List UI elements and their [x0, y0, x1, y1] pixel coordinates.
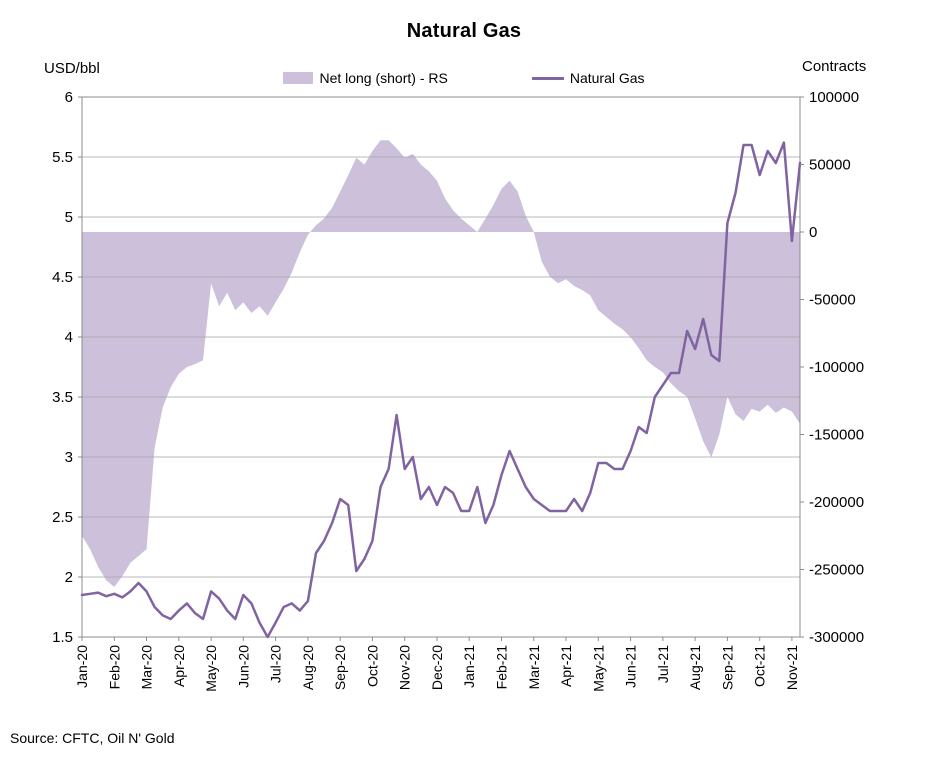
x-axis-tick-label: Sep-21: [719, 645, 735, 690]
legend-label-natural-gas: Natural Gas: [569, 70, 645, 86]
area-swatch-icon: [283, 72, 314, 84]
x-axis-tick-label: Oct-21: [752, 645, 768, 687]
legend-label-net-long: Net long (short) - RS: [319, 70, 448, 86]
left-axis-tick-label: 1.5: [52, 629, 73, 646]
x-axis-tick-label: Aug-21: [687, 645, 703, 690]
right-axis-tick-label: 100000: [809, 89, 859, 106]
x-axis-tick-label: Apr-20: [171, 645, 187, 687]
right-axis-unit-label: Contracts: [802, 58, 867, 75]
right-axis-tick-label: -100000: [809, 359, 864, 376]
left-axis-tick-label: 6: [65, 89, 73, 106]
x-axis-tick-label: Oct-20: [364, 645, 380, 687]
chart-title: Natural Gas: [406, 20, 522, 42]
x-axis-tick-label: Mar-21: [526, 645, 542, 690]
x-axis-tick-label: Jul-21: [655, 645, 671, 683]
x-axis-tick-label: Apr-21: [558, 645, 574, 687]
left-axis-tick-label: 4.5: [52, 269, 73, 286]
left-axis-tick-label: 5: [65, 209, 73, 226]
x-axis-tick-label: Sep-20: [332, 645, 348, 690]
x-axis-tick-label: May-20: [203, 645, 219, 692]
x-axis-tick-label: Dec-20: [429, 645, 445, 690]
x-axis-tick-label: Jun-21: [623, 645, 639, 688]
x-axis-tick-label: Feb-20: [106, 645, 122, 690]
left-axis-tick-label: 2: [65, 569, 73, 586]
natural-gas-line-series: [80, 141, 802, 639]
right-axis-tick-label: -150000: [809, 427, 864, 444]
x-axis-tick-label: Nov-20: [397, 645, 413, 690]
left-axis-tick-label: 5.5: [52, 149, 73, 166]
x-axis-tick-label: Jan-21: [461, 645, 477, 688]
x-axis-tick-label: Nov-21: [784, 645, 800, 690]
legend-item-natural-gas: Natural Gas: [531, 70, 645, 86]
legend: Net long (short) - RS Natural Gas: [0, 70, 928, 86]
right-axis-tick-label: 50000: [809, 157, 851, 174]
right-axis-tick-label: 0: [809, 224, 817, 241]
line-swatch-icon: [531, 76, 564, 80]
left-axis-tick-label: 3.5: [52, 389, 73, 406]
x-axis-tick-label: Feb-21: [494, 645, 510, 690]
legend-item-net-long: Net long (short) - RS: [283, 70, 448, 86]
source-note: Source: CFTC, Oil N' Gold: [10, 730, 175, 746]
x-axis-tick-label: Jan-20: [74, 645, 90, 688]
right-axis-tick-label: -250000: [809, 562, 864, 579]
left-axis-tick-label: 2.5: [52, 509, 73, 526]
left-axis-tick-label: 3: [65, 449, 73, 466]
right-axis-tick-label: -50000: [809, 292, 856, 309]
x-axis-tick-label: May-21: [590, 645, 606, 692]
net-long-area-series: [82, 140, 800, 587]
x-axis-tick-label: Aug-20: [300, 645, 316, 690]
x-axis-tick-label: Jun-20: [235, 645, 251, 688]
left-axis-unit-label: USD/bbl: [44, 60, 100, 77]
right-axis-tick-label: -300000: [809, 629, 864, 646]
left-axis-tick-label: 4: [65, 329, 73, 346]
x-axis-tick-label: Mar-20: [139, 645, 155, 690]
right-axis-tick-label: -200000: [809, 494, 864, 511]
x-axis-tick-label: Jul-20: [268, 645, 284, 683]
